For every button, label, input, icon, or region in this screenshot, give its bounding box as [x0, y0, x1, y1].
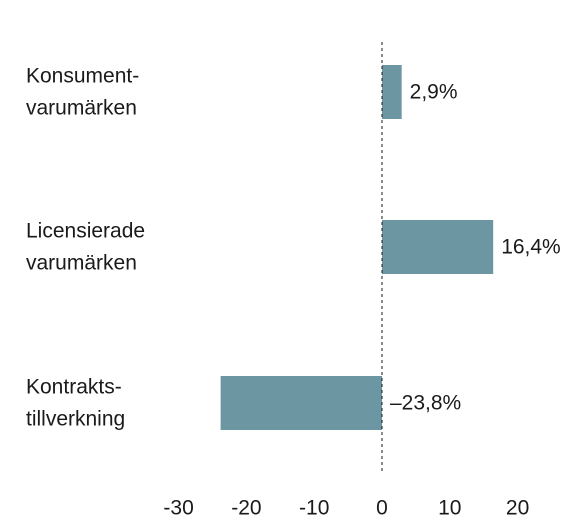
value-label-0: 2,9%	[410, 81, 458, 104]
category-labels-group: Konsument-varumärken Licensierade varumärk…	[26, 65, 145, 431]
x-tick-label-2: -10	[299, 497, 329, 520]
value-labels-group: 2,9% 16,4% –23,8%	[390, 81, 561, 415]
value-label-1: 16,4%	[501, 236, 561, 259]
bar-2	[220, 376, 382, 430]
category-label-1-line-0: Licensierade	[26, 220, 145, 243]
category-label-2-line-0: Kontrakts-	[26, 376, 122, 399]
x-tick-label-5: 20	[506, 497, 529, 520]
x-tick-label-0: -30	[163, 497, 193, 520]
bars-group	[220, 65, 494, 430]
category-label-0-line-0: Konsument-	[26, 65, 139, 88]
x-tick-label-4: 10	[438, 497, 461, 520]
category-label-0-line-1: varumärken	[26, 97, 137, 120]
category-label-1-line-1: varumärken	[26, 252, 137, 275]
bar-1	[382, 220, 494, 274]
x-tick-label-1: -20	[231, 497, 261, 520]
category-label-2-line-1: tillverkning	[26, 408, 125, 431]
x-axis-ticks-group: -30 -20 -10 0 10 20	[163, 497, 529, 520]
value-label-2: –23,8%	[390, 392, 461, 415]
x-tick-label-3: 0	[376, 497, 388, 520]
bar-0	[382, 65, 402, 119]
